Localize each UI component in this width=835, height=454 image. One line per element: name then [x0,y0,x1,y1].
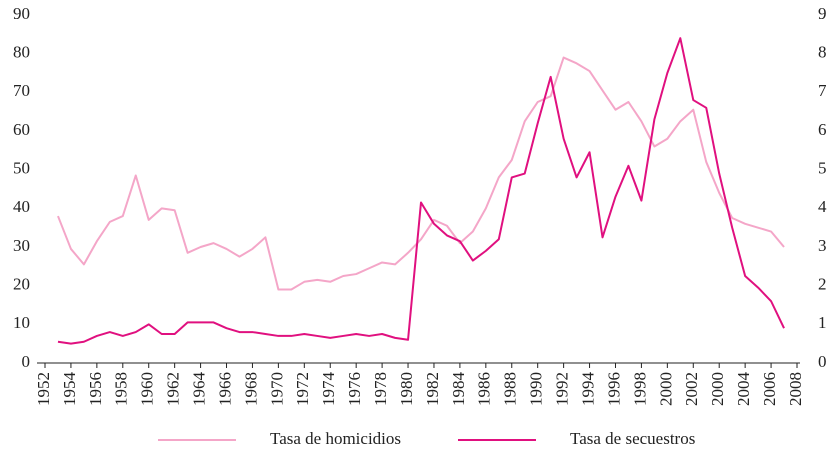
legend-label: Tasa de homicidios [270,429,401,448]
x-tick-label: 2000 [708,372,727,406]
x-tick-label: 2008 [786,372,805,406]
x-tick-label: 1984 [449,372,468,407]
y2-tick-label: 8 [818,43,827,62]
x-tick-label: 1972 [293,372,312,406]
x-tick-label: 1952 [34,372,53,406]
y-tick-label: 50 [13,159,30,178]
x-tick-label: 1996 [604,372,623,406]
x-tick-label: 1958 [112,372,131,406]
y-tick-label: 0 [22,352,31,371]
y2-tick-label: 4 [818,197,827,216]
x-tick-label: 1966 [215,372,234,406]
y-tick-label: 20 [13,275,30,294]
x-tick-label: 1998 [630,372,649,406]
x-tick-label: 1982 [423,372,442,406]
y2-tick-label: 2 [818,275,827,294]
y-tick-label: 30 [13,236,30,255]
x-tick-label: 1956 [86,372,105,406]
y-tick-label: 80 [13,43,30,62]
x-tick-label: 2006 [760,372,779,406]
x-tick-label: 1976 [345,372,364,406]
x-tick-label: 1964 [189,372,208,407]
x-tick-label: 1988 [501,372,520,406]
x-tick-label: 1980 [397,372,416,406]
x-tick-label: 1962 [164,372,183,406]
x-tick-label: 1970 [267,372,286,406]
x-tick-label: 1974 [319,372,338,407]
x-tick-label: 1986 [475,372,494,406]
y2-tick-label: 1 [818,313,827,332]
x-tick-label: 2004 [734,372,753,407]
series-line [57,56,785,291]
x-tick-label: 1954 [60,372,79,407]
y2-tick-label: 6 [818,120,827,139]
x-tick-label: 1990 [527,372,546,406]
legend-label: Tasa de secuestros [570,429,695,448]
x-tick-label: 1994 [578,372,597,407]
x-tick-label: 1978 [371,372,390,406]
x-tick-label: 1968 [241,372,260,406]
x-tick-label: 2000 [656,372,675,406]
y-tick-label: 90 [13,4,30,23]
series-line [57,37,785,345]
y-tick-label: 10 [13,313,30,332]
y-tick-label: 40 [13,197,30,216]
y2-tick-label: 0 [818,352,827,371]
y-tick-label: 70 [13,81,30,100]
y2-tick-label: 7 [818,81,827,100]
y2-tick-label: 5 [818,159,827,178]
y2-tick-label: 9 [818,4,827,23]
y2-tick-label: 3 [818,236,827,255]
x-tick-label: 1992 [553,372,572,406]
x-tick-label: 2002 [682,372,701,406]
y-tick-label: 60 [13,120,30,139]
x-tick-label: 1960 [138,372,157,406]
